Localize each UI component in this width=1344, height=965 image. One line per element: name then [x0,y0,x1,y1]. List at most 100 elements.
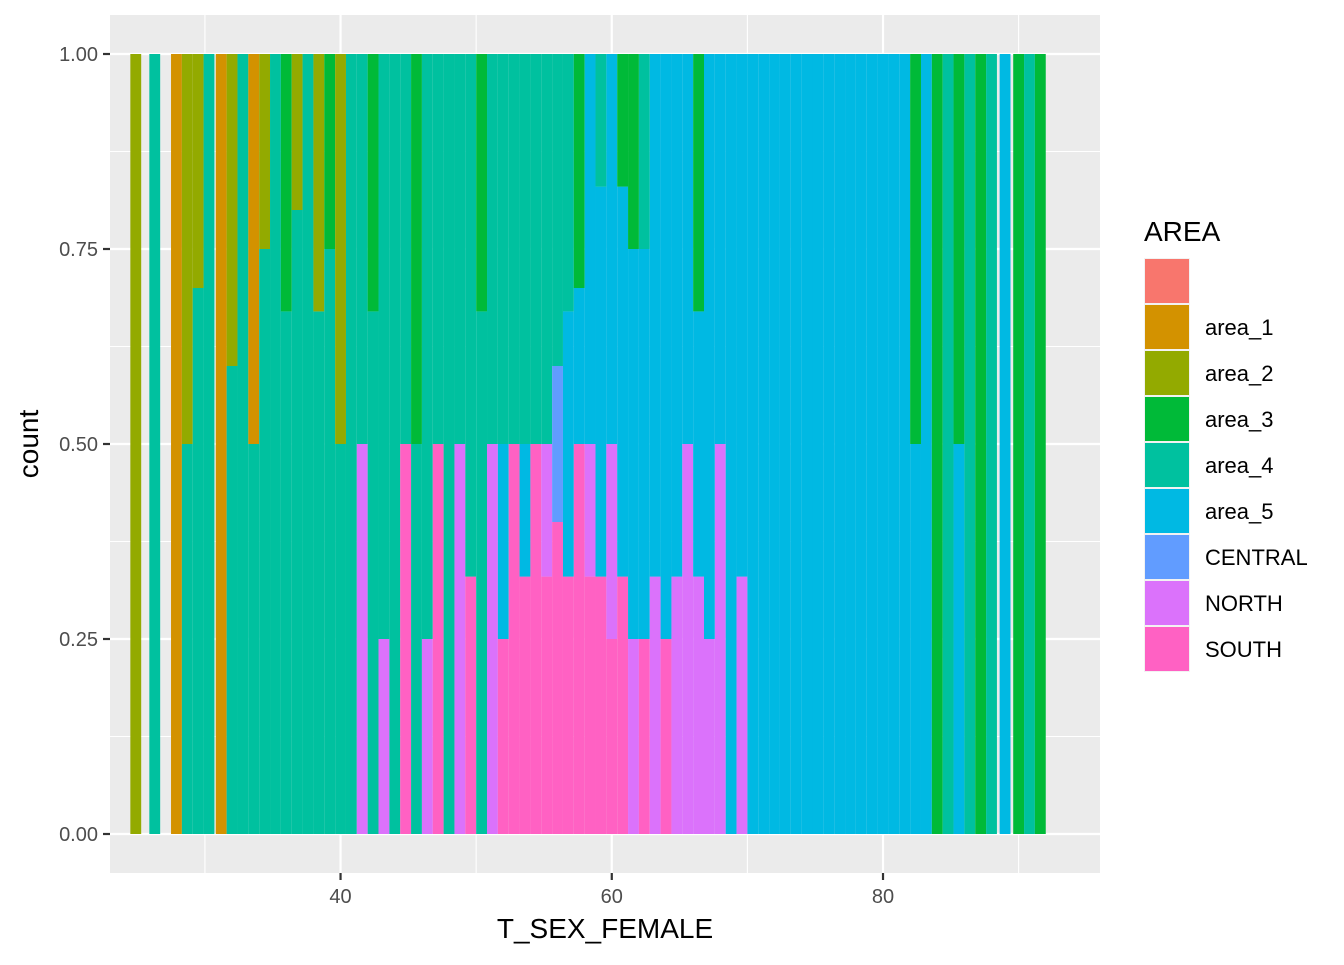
x-tick-label: 80 [872,886,894,908]
bar-segment-area_2 [192,54,204,288]
legend-key-label: area_5 [1205,499,1274,524]
bar-segment-area_3 [280,54,292,312]
bar-segment-SOUTH [519,576,531,834]
bar-segment-area_2 [181,54,193,444]
bar-segment-SOUTH [562,576,574,834]
bar-segment-area_5 [910,444,921,834]
bar-segment-area_5 [920,54,932,834]
bar-segment-SOUTH [432,444,444,834]
bar-segment-area_3 [693,54,704,312]
legend-key-swatch [1145,535,1189,579]
bar-segment-NORTH [649,576,661,834]
bar-segment-SOUTH [541,576,553,834]
bar-segment-area_5 [693,311,704,577]
bar-segment-area_5 [888,54,900,834]
bar-segment-area_5 [769,54,780,834]
bar-segment-area_3 [953,54,965,444]
bar-segment-area_4 [302,54,314,834]
legend-key-swatch [1145,305,1189,349]
bar-segment-area_4 [986,54,997,834]
bar-segment-area_3 [1013,54,1025,834]
bar-segment-area_5 [790,54,802,834]
bar-segment-area_5 [779,54,791,834]
bar-segment-SOUTH [573,444,585,834]
bar-segment-SOUTH [552,522,563,834]
bar-segment-area_5 [725,54,737,834]
bar-segment-area_2 [226,54,238,366]
legend-key-swatch [1145,443,1189,487]
y-tick-label: 1.00 [59,44,98,66]
legend: AREA area_1 area_2 area_3 area_4 area_5 CENTR… [1144,216,1308,672]
bar-segment-NORTH [693,576,704,834]
bar-segment-NORTH [356,444,368,834]
bar-segment-area_5 [628,249,639,639]
bar-segment-area_3 [324,54,336,249]
bar-segment-area_4 [237,54,249,834]
y-axis-title: count [13,410,44,479]
bar-segment-area_4 [345,54,357,834]
bar-segment-area_5 [801,54,813,834]
bar-segment-area_5 [660,54,672,639]
bar-segment-area_4 [181,444,193,834]
x-axis-title: T_SEX_FEMALE [497,913,713,944]
bar-segment-area_4 [203,54,215,834]
bar-segment-area_5 [845,54,856,834]
bar-segment-area_5 [877,54,889,834]
bar-segment-area_3 [975,54,987,834]
bar-segment-NORTH [704,639,715,834]
bar-segment-area_5 [823,54,835,834]
bar-segment-area_3 [1034,54,1046,834]
bar-segment-area_4 [270,54,281,834]
bar-segment-area_4 [400,54,412,444]
bar-segment-area_2 [313,54,325,312]
bar-segment-SOUTH [497,639,509,834]
bar-segment-area_3 [628,54,639,249]
legend-key-swatch [1145,581,1189,625]
bar-segment-area_5 [562,311,574,577]
legend-key-label: area_4 [1205,453,1274,478]
bar-segment-area_4 [508,54,520,444]
bar-segment-area_4 [562,54,574,312]
bar-segment-SOUTH [638,639,650,834]
bar-segment-SOUTH [400,444,412,834]
bar-segment-area_4 [454,54,466,444]
bar-segment-area_4 [497,54,509,444]
bar-segment-area_5 [671,54,683,577]
bar-segment-area_3 [573,54,585,288]
bar-segment-area_4 [476,311,488,834]
bar-segment-CENTRAL [552,366,563,522]
bar-segment-NORTH [736,576,748,834]
bar-segment-area_4 [335,444,346,834]
bar-segment-area_4 [443,54,455,834]
bar-segment-NORTH [714,444,726,834]
legend-key-swatch [1145,489,1189,533]
bar-segment-area_4 [465,54,477,577]
bar-segment-area_3 [411,54,422,444]
bar-segment-area_4 [595,54,607,187]
bar-segment-area_2 [130,54,142,834]
bar-segment-area_4 [367,311,379,834]
legend-title: AREA [1144,216,1221,247]
legend-key-label: SOUTH [1205,637,1282,662]
bar-segment-area_3 [476,54,488,312]
bar-segment-area_4 [313,311,325,834]
bar-segment-NORTH [682,444,694,834]
legend-key-label: NORTH [1205,591,1283,616]
bar-segment-area_4 [411,444,422,834]
axes: 0.00 0.25 0.50 0.75 1.00 40 60 80 [59,44,894,908]
bar-segment-area_5 [682,54,694,444]
bar-segment-area_4 [389,54,401,834]
bar-segment-NORTH [378,639,390,834]
x-tick-label: 60 [601,886,623,908]
bar-segment-area_4 [421,54,433,639]
y-tick-label: 0.00 [59,824,98,846]
bar-segment-NORTH [421,639,433,834]
bar-segment-area_4 [964,54,976,834]
legend-key-swatch [1145,351,1189,395]
bar-segment-area_4 [942,54,954,834]
bar-segment-area_4 [324,249,336,834]
bar-segment-area_4 [552,54,563,366]
bar-segment-area_5 [573,288,585,444]
